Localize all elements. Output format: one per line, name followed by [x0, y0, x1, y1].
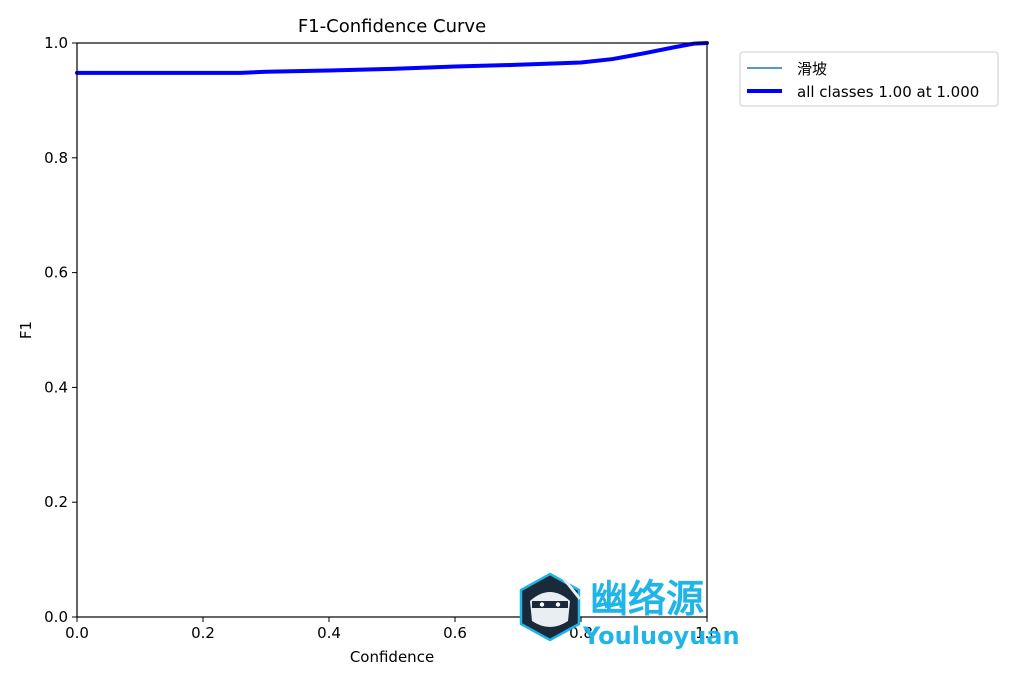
series-layer	[75, 41, 709, 75]
y-tick-label: 0.0	[44, 608, 68, 626]
watermark-text-cn: 幽络源	[590, 577, 704, 621]
y-axis-ticks: 0.0 0.2 0.4 0.6 0.8 1.0	[44, 34, 77, 626]
legend: 滑坡 all classes 1.00 at 1.000	[739, 51, 999, 107]
x-tick-label: 0.0	[65, 624, 89, 642]
x-tick-label: 1.0	[695, 624, 719, 642]
series-line-1	[75, 41, 709, 75]
plot-area	[75, 41, 709, 618]
y-tick-label: 0.4	[44, 378, 68, 396]
y-tick-label: 1.0	[44, 34, 68, 52]
x-axis-ticks: 0.0 0.2 0.4 0.6 0.8 1.0	[65, 617, 719, 642]
ninja-mascot-icon	[519, 572, 582, 642]
legend-label-series-1: all classes 1.00 at 1.000	[797, 83, 979, 101]
y-tick-label: 0.6	[44, 264, 68, 282]
y-axis-label: F1	[17, 321, 35, 339]
axes-frame	[76, 42, 708, 618]
chart-title: F1-Confidence Curve	[298, 16, 486, 37]
x-axis-label: Confidence	[350, 648, 434, 666]
x-tick-label: 0.6	[443, 624, 467, 642]
x-tick-label: 0.4	[317, 624, 341, 642]
legend-label-series-0: 滑坡	[797, 60, 827, 78]
x-tick-label: 0.8	[569, 624, 593, 642]
y-tick-label: 0.2	[44, 493, 68, 511]
watermark-text-en: Youluoyuan	[582, 622, 740, 650]
y-tick-label: 0.8	[44, 149, 68, 167]
legend-frame	[739, 51, 999, 107]
watermark: 幽络源 Youluoyuan	[519, 572, 740, 650]
x-tick-label: 0.2	[191, 624, 215, 642]
